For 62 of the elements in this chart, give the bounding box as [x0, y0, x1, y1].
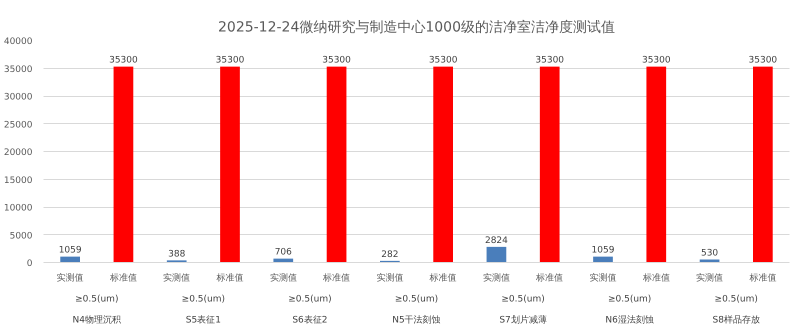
x-tick-label: 实测值 — [590, 272, 616, 284]
bar — [326, 66, 346, 262]
y-tick-label: 35000 — [4, 64, 33, 75]
bar — [753, 66, 773, 262]
data-label: 388 — [168, 249, 186, 260]
bar — [486, 246, 506, 262]
x-tick-label: 实测值 — [696, 272, 724, 284]
data-label: 35300 — [216, 56, 245, 66]
data-label: 530 — [700, 248, 718, 259]
x-tick-label: 标准值 — [428, 272, 457, 284]
y-tick-label: 10000 — [4, 204, 33, 214]
text: S6表征2 — [292, 314, 328, 326]
bar — [540, 66, 560, 262]
y-tick-label: 5000 — [10, 231, 33, 242]
data-label: 35300 — [109, 56, 138, 66]
x-tick-label: 标准值 — [642, 272, 670, 284]
data-label: 35300 — [642, 56, 671, 66]
data-label: 35300 — [428, 56, 458, 66]
text: ≥0.5(um) — [714, 294, 758, 304]
x-tick-label: 标准值 — [108, 272, 137, 284]
x-tick-label: 标准值 — [748, 272, 776, 284]
x-tick-label: 标准值 — [535, 272, 564, 284]
text: ≥0.5(um) — [75, 294, 118, 304]
x-tick-label: 实测值 — [482, 272, 510, 284]
bar — [593, 256, 613, 262]
text: ≥0.5(um) — [288, 294, 332, 304]
x-tick-label: 实测值 — [270, 272, 297, 284]
chart-title: 2025-12-24微纳研究与制造中心1000级的洁净室洁净度测试值 — [218, 20, 616, 36]
y-tick-label: 15000 — [4, 176, 33, 186]
text: N6湿法刻蚀 — [605, 314, 654, 326]
y-tick-label: 40000 — [4, 37, 33, 47]
bar — [60, 256, 80, 262]
data-label: 282 — [381, 250, 398, 260]
x-tick-label: 标准值 — [216, 272, 244, 284]
data-label: 706 — [274, 248, 292, 258]
data-label: 35300 — [322, 56, 352, 66]
text: ≥0.5(um) — [394, 294, 438, 304]
text: ≥0.5(um) — [501, 294, 545, 304]
data-label: 1059 — [58, 246, 82, 256]
x-tick-label: 实测值 — [56, 272, 84, 284]
data-label: 2824 — [484, 236, 508, 246]
bar — [114, 66, 134, 262]
data-label: 35300 — [748, 56, 778, 66]
text: S5表征1 — [186, 314, 221, 326]
x-tick-label: 标准值 — [322, 272, 350, 284]
bar — [220, 66, 240, 262]
text: S8样品存放 — [712, 314, 760, 326]
y-tick-label: 20000 — [4, 148, 33, 158]
text: S7划片减薄 — [499, 314, 547, 326]
text: ≥0.5(um) — [182, 294, 226, 304]
text: ≥0.5(um) — [608, 294, 652, 304]
bar — [646, 66, 666, 262]
text: N4物理沉积 — [72, 314, 122, 326]
y-tick-label: 30000 — [4, 92, 33, 102]
text: N5干法刻蚀 — [392, 314, 441, 326]
x-tick-label: 实测值 — [163, 272, 190, 284]
data-label: 1059 — [592, 246, 615, 256]
data-label: 35300 — [535, 56, 564, 66]
y-tick-label: 25000 — [4, 120, 33, 130]
y-tick-label: 0 — [26, 259, 33, 269]
bar — [433, 66, 453, 262]
x-tick-label: 实测值 — [376, 272, 404, 284]
